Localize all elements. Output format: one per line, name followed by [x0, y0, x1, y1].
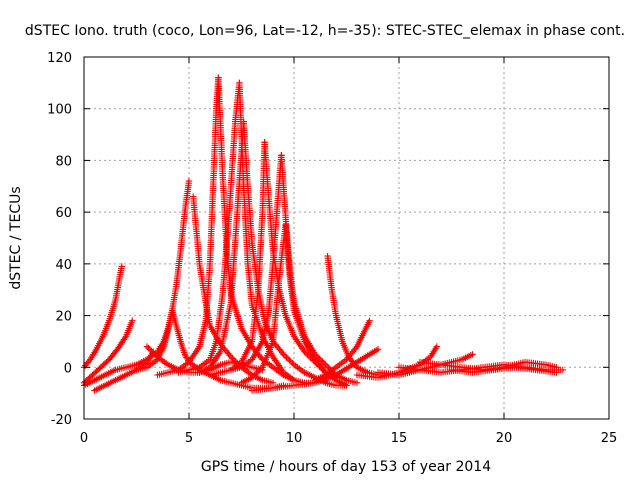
data-point-markers — [248, 346, 382, 394]
x-tick-label: 20 — [496, 431, 513, 446]
data-series — [175, 79, 243, 376]
plot-frame — [83, 56, 610, 420]
x-tick-label: 15 — [391, 431, 408, 446]
y-tick-label: 120 — [47, 51, 72, 66]
data-series — [91, 348, 157, 394]
y-tick-label: 80 — [55, 154, 72, 169]
data-series — [196, 118, 247, 376]
grid — [84, 57, 609, 419]
data-points — [80, 74, 566, 394]
x-tick-label: 0 — [80, 431, 88, 446]
x-tick-label: 25 — [601, 431, 618, 446]
y-axis-label: dSTEC / TECUs — [8, 186, 24, 289]
data-point-markers — [238, 221, 289, 386]
chart-title: dSTEC Iono. truth (coco, Lon=96, Lat=-12… — [25, 23, 625, 39]
data-series — [374, 351, 476, 379]
data-series — [448, 364, 560, 376]
y-tick-label: 100 — [47, 103, 72, 118]
data-point-markers — [175, 79, 243, 376]
x-tick-label: 5 — [185, 431, 193, 446]
ticks: 0 5 10 15 20 25 -20 0 20 40 60 80 100 120 — [47, 51, 617, 446]
x-tick-label: 10 — [286, 431, 303, 446]
x-axis-label: GPS time / hours of day 153 of year 2014 — [201, 459, 491, 475]
data-point-markers — [374, 351, 476, 379]
data-point-markers — [196, 118, 247, 376]
data-series — [80, 177, 193, 389]
y-tick-label: -20 — [51, 413, 72, 428]
data-point-markers — [80, 177, 193, 389]
data-series — [154, 74, 222, 379]
data-point-markers — [448, 364, 560, 376]
data-point-markers — [91, 348, 157, 394]
data-point-markers — [324, 252, 392, 379]
y-tick-label: 20 — [55, 310, 72, 325]
y-tick-label: 0 — [64, 361, 72, 376]
y-tick-label: 60 — [55, 206, 72, 221]
data-point-markers — [154, 74, 222, 379]
data-series — [80, 263, 125, 371]
data-point-markers — [227, 152, 285, 374]
data-point-markers — [80, 263, 125, 371]
data-series — [227, 152, 285, 374]
data-series — [238, 221, 289, 386]
data-series — [248, 346, 382, 394]
y-tick-label: 40 — [55, 258, 72, 273]
data-series — [324, 252, 392, 379]
